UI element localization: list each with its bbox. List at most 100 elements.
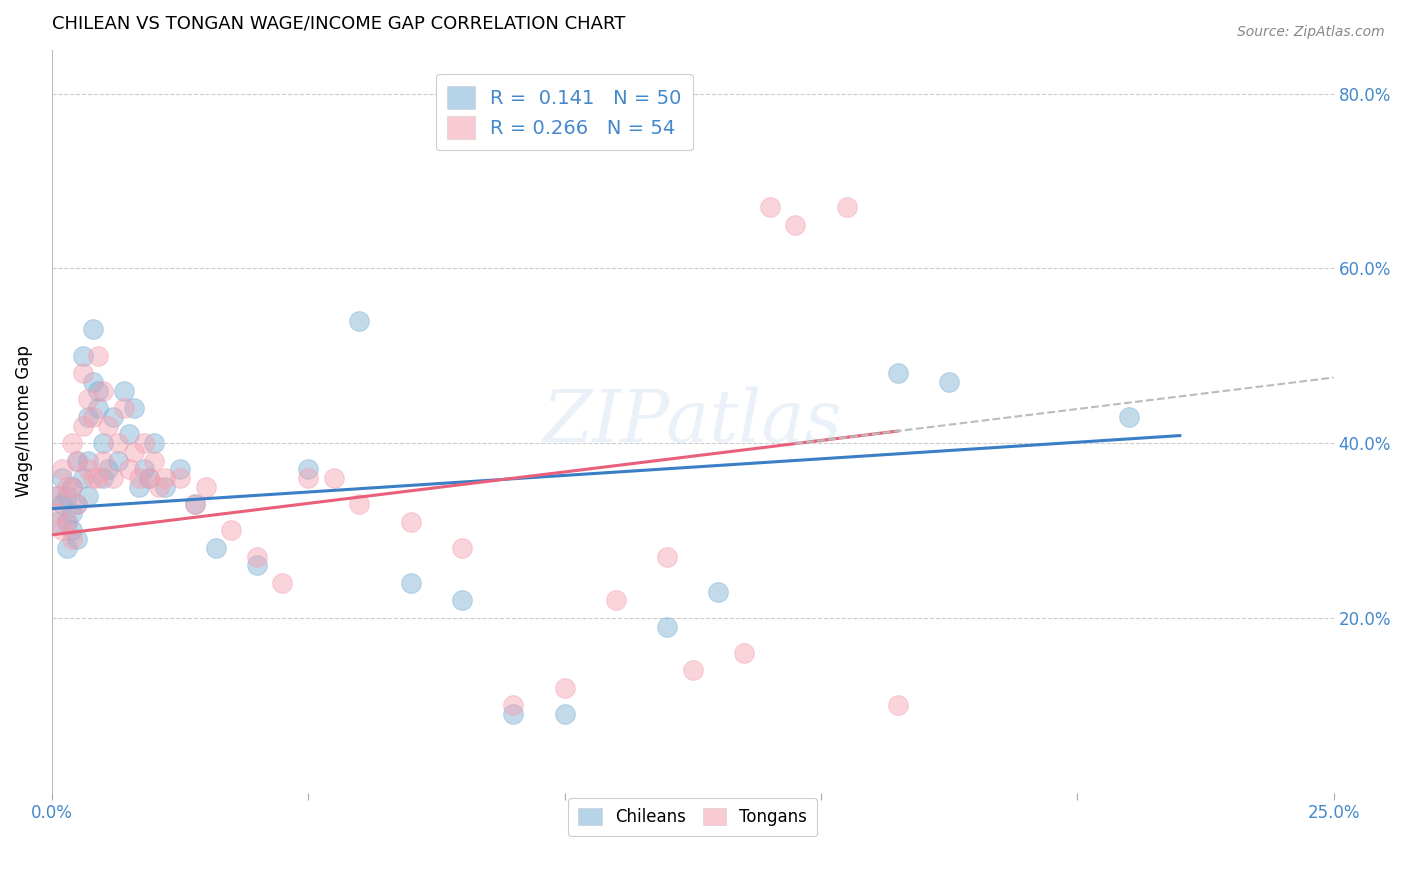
Point (502, 706, 524, 721)
Point (51, 497, 73, 511)
Point (184, 497, 207, 511)
Point (60, 533, 83, 547)
Legend: Chileans, Tongans: Chileans, Tongans (568, 798, 817, 837)
Point (138, 471, 160, 485)
Point (349, 314, 371, 328)
Point (938, 375, 960, 389)
Point (655, 549, 678, 564)
Point (502, 698, 524, 713)
Point (76, 392, 98, 407)
Point (758, 200, 780, 214)
Point (87, 384, 110, 398)
Point (143, 453, 166, 467)
Point (66, 453, 89, 467)
Point (194, 480, 217, 494)
Point (66, 497, 89, 511)
Point (128, 471, 150, 485)
Point (60, 524, 83, 538)
Point (553, 706, 575, 721)
Point (60, 480, 83, 494)
Point (76, 409, 98, 424)
Point (72, 471, 94, 485)
Point (82, 322, 104, 336)
Point (271, 575, 294, 590)
Point (72, 418, 94, 433)
Point (91, 436, 114, 450)
Point (132, 462, 155, 476)
Point (118, 427, 141, 442)
Point (112, 401, 135, 416)
Point (246, 558, 269, 573)
Point (60, 436, 83, 450)
Point (56, 480, 79, 494)
Point (72, 349, 94, 363)
Point (103, 471, 125, 485)
Point (887, 366, 910, 380)
Point (107, 453, 129, 467)
Point (76, 489, 98, 503)
Point (118, 462, 141, 476)
Point (56, 489, 79, 503)
Point (128, 480, 150, 494)
Text: Source: ZipAtlas.com: Source: ZipAtlas.com (1237, 25, 1385, 39)
Point (66, 533, 89, 547)
Point (148, 480, 170, 494)
Point (887, 698, 910, 713)
Point (97, 418, 120, 433)
Point (399, 515, 422, 529)
Point (51, 471, 73, 485)
Point (132, 436, 155, 450)
Point (153, 480, 176, 494)
Point (56, 515, 79, 529)
Point (785, 218, 807, 232)
Point (76, 453, 98, 467)
Point (51, 462, 73, 476)
Y-axis label: Wage/Income Gap: Wage/Income Gap (15, 345, 32, 497)
Point (76, 462, 98, 476)
Point (246, 549, 269, 564)
Point (87, 471, 110, 485)
Text: ZIPatlas: ZIPatlas (543, 386, 842, 457)
Point (169, 462, 191, 476)
Point (82, 409, 104, 424)
Point (553, 681, 575, 695)
Point (682, 663, 704, 677)
Point (707, 584, 730, 599)
Point (605, 593, 627, 607)
Point (153, 471, 176, 485)
Point (138, 471, 160, 485)
Point (45, 515, 67, 529)
Point (97, 462, 120, 476)
Point (60, 480, 83, 494)
Point (184, 497, 207, 511)
Point (835, 200, 858, 214)
Point (297, 471, 319, 485)
Point (72, 366, 94, 380)
Point (51, 524, 73, 538)
Point (297, 462, 319, 476)
Point (91, 453, 114, 467)
Point (143, 436, 166, 450)
Point (82, 375, 104, 389)
Point (91, 384, 114, 398)
Point (122, 401, 145, 416)
Point (60, 506, 83, 520)
Point (91, 471, 114, 485)
Point (349, 497, 371, 511)
Point (205, 541, 228, 555)
Point (1118, 409, 1140, 424)
Point (451, 593, 474, 607)
Point (45, 489, 67, 503)
Point (655, 619, 678, 633)
Point (87, 349, 110, 363)
Point (56, 515, 79, 529)
Point (122, 445, 145, 459)
Point (112, 384, 135, 398)
Point (322, 471, 344, 485)
Point (107, 436, 129, 450)
Point (87, 401, 110, 416)
Point (169, 471, 191, 485)
Text: CHILEAN VS TONGAN WAGE/INCOME GAP CORRELATION CHART: CHILEAN VS TONGAN WAGE/INCOME GAP CORREL… (52, 15, 626, 33)
Point (451, 541, 474, 555)
Point (66, 453, 89, 467)
